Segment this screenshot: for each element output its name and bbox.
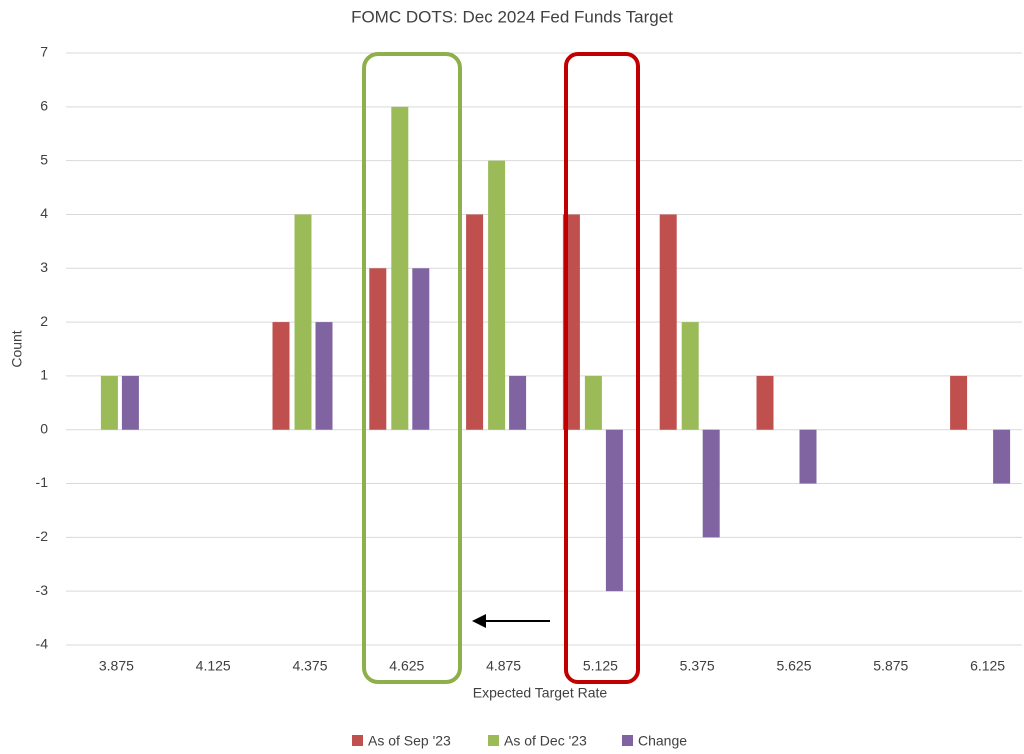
- bar: [756, 375, 774, 430]
- bar: [659, 214, 677, 430]
- bar: [391, 106, 409, 430]
- x-tick-label: 5.625: [776, 658, 811, 674]
- bar: [412, 268, 430, 430]
- y-tick-label: -3: [36, 582, 49, 598]
- bar: [799, 429, 817, 484]
- chart-title: FOMC DOTS: Dec 2024 Fed Funds Target: [351, 7, 673, 26]
- x-tick-label: 4.625: [389, 658, 424, 674]
- bar: [315, 322, 333, 430]
- legend-label: As of Sep '23: [368, 733, 451, 749]
- legend: As of Sep '23 As of Dec '23 Change: [352, 733, 687, 749]
- y-tick-label: 7: [40, 44, 48, 60]
- x-tick-label: 5.375: [680, 658, 715, 674]
- highlight-box: [564, 52, 640, 684]
- bar: [272, 322, 290, 430]
- x-tick-label: 4.875: [486, 658, 521, 674]
- bar: [950, 375, 968, 430]
- bar: [681, 322, 699, 430]
- bar: [702, 429, 720, 538]
- bar: [993, 429, 1011, 484]
- legend-label: Change: [638, 733, 687, 749]
- y-tick-label: -2: [36, 528, 49, 544]
- y-tick-label: 4: [40, 205, 48, 221]
- x-tick-label: 4.125: [196, 658, 231, 674]
- bar: [294, 214, 312, 430]
- legend-swatch: [488, 735, 499, 746]
- y-axis-label: Count: [9, 330, 25, 367]
- arrow-head: [472, 614, 486, 628]
- legend-label: As of Dec '23: [504, 733, 587, 749]
- bar: [100, 375, 118, 430]
- bar: [488, 160, 506, 430]
- y-tick-label: 5: [40, 151, 48, 167]
- y-tick-label: 0: [40, 420, 48, 436]
- legend-swatch: [622, 735, 633, 746]
- x-tick-label: 5.125: [583, 658, 618, 674]
- bar: [121, 375, 139, 430]
- y-tick-label: -4: [36, 636, 49, 652]
- x-axis-label: Expected Target Rate: [473, 685, 608, 701]
- legend-swatch: [352, 735, 363, 746]
- x-tick-label: 3.875: [99, 658, 134, 674]
- bar: [509, 375, 527, 430]
- y-tick-label: 1: [40, 367, 48, 383]
- y-tick-label: 6: [40, 98, 48, 114]
- highlight-box: [362, 52, 462, 684]
- bar: [466, 214, 484, 430]
- y-tick-label: -1: [36, 474, 49, 490]
- bar: [605, 429, 623, 592]
- x-tick-label: 4.375: [292, 658, 327, 674]
- bar: [584, 375, 602, 430]
- plot: -4 -3 -2 -1 0 1 2 3 4 5 6 7 3.875 4.125 4.375 4.625 4.87…: [36, 44, 1022, 674]
- y-tick-label: 2: [40, 313, 48, 329]
- y-tick-label: 3: [40, 259, 48, 275]
- bar: [369, 268, 387, 430]
- x-tick-label: 6.125: [970, 658, 1005, 674]
- x-tick-label: 5.875: [873, 658, 908, 674]
